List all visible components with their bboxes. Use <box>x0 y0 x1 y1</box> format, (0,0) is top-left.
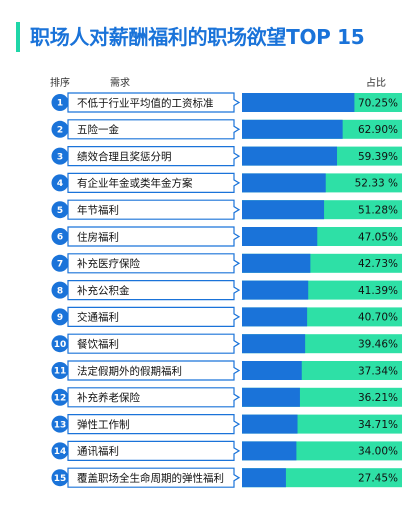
label-box <box>67 440 241 461</box>
value-label: 59.39% <box>358 151 398 163</box>
category-label: 五险一金 <box>77 123 119 136</box>
title-accent-bar <box>16 22 20 52</box>
category-label: 有企业年金或类年金方案 <box>77 177 193 190</box>
value-label: 52.33 % <box>355 178 398 190</box>
bar <box>242 200 325 220</box>
bar <box>242 387 300 407</box>
label-box <box>67 226 241 247</box>
label-box <box>67 280 241 301</box>
value-label: 37.34% <box>358 365 398 377</box>
rank-number: 6 <box>57 233 63 243</box>
rank-circle <box>51 388 69 406</box>
rank-number: 15 <box>54 474 67 484</box>
label-box <box>67 333 241 354</box>
bar <box>242 334 306 354</box>
bar <box>242 361 302 380</box>
rank-circle <box>51 147 69 165</box>
bar <box>242 119 343 139</box>
bar <box>242 93 355 112</box>
category-label: 覆盖职场全生命周期的弹性福利 <box>77 472 224 485</box>
bar <box>242 441 297 461</box>
value-label: 70.25% <box>358 97 398 109</box>
value-label: 41.39% <box>358 285 398 297</box>
category-label: 通讯福利 <box>77 445 119 458</box>
category-label: 补充公积金 <box>77 284 130 297</box>
header-demand: 需求 <box>110 78 130 89</box>
rank-circle <box>51 94 69 111</box>
value-label: 27.45% <box>358 473 398 485</box>
rank-number: 3 <box>57 152 63 162</box>
value-label: 42.73% <box>358 258 398 270</box>
bar <box>242 280 309 300</box>
bar <box>242 227 318 246</box>
rank-number: 8 <box>57 286 63 296</box>
label-box <box>67 119 241 140</box>
bar <box>242 307 308 327</box>
header-percentage: 占比 <box>366 78 386 89</box>
rank-circle <box>51 415 69 433</box>
category-label: 补充医疗保险 <box>77 257 140 270</box>
rank-number: 4 <box>57 179 63 189</box>
category-label: 餐饮福利 <box>77 338 119 351</box>
rank-number: 11 <box>54 367 67 377</box>
header-rank: 排序 <box>50 78 70 89</box>
chart-title: 职场人对薪酬福利的职场欲望TOP 15 <box>30 25 365 49</box>
value-label: 34.00% <box>358 446 398 458</box>
value-label: 62.90% <box>358 124 398 136</box>
rank-circle <box>51 469 69 487</box>
rank-number: 5 <box>57 206 63 216</box>
rank-number: 1 <box>57 99 63 109</box>
label-box <box>67 92 241 113</box>
category-label: 法定假期外的假期福利 <box>77 364 182 377</box>
label-box <box>67 306 241 327</box>
rank-circle <box>51 228 69 245</box>
rank-circle <box>51 201 69 219</box>
label-box <box>67 360 241 381</box>
bar <box>242 173 326 193</box>
rank-circle <box>51 442 69 460</box>
rank-number: 13 <box>54 420 67 430</box>
label-box <box>67 253 241 274</box>
rank-number: 14 <box>54 447 67 457</box>
rank-number: 2 <box>57 126 63 136</box>
label-box <box>67 467 241 488</box>
bar <box>242 468 286 488</box>
rank-circle <box>51 335 69 353</box>
category-label: 交通福利 <box>77 311 119 324</box>
label-box <box>67 199 241 220</box>
category-label: 不低于行业平均值的工资标准 <box>77 96 214 109</box>
rank-circle <box>51 174 69 192</box>
rank-circle <box>51 308 69 326</box>
category-label: 年节福利 <box>77 204 119 217</box>
rank-number: 7 <box>57 260 63 270</box>
rank-circle <box>51 281 69 299</box>
bar <box>242 146 338 166</box>
category-label: 补充养老保险 <box>77 391 140 404</box>
rank-circle <box>51 254 69 272</box>
bar <box>242 253 311 273</box>
rank-number: 12 <box>54 394 67 404</box>
category-label: 绩效合理且奖惩分明 <box>77 150 172 163</box>
rank-circle <box>51 120 69 138</box>
value-label: 36.21% <box>358 392 398 404</box>
value-label: 51.28% <box>358 205 398 217</box>
rank-circle <box>51 362 69 379</box>
category-label: 住房福利 <box>77 230 119 243</box>
rank-number: 10 <box>54 340 67 350</box>
bar <box>242 414 298 434</box>
value-label: 39.46% <box>358 339 398 351</box>
value-label: 34.71% <box>358 419 398 431</box>
value-label: 40.70% <box>358 312 398 324</box>
value-label: 47.05% <box>358 231 398 243</box>
label-box <box>67 387 241 408</box>
rank-number: 9 <box>57 313 63 323</box>
category-label: 弹性工作制 <box>77 418 130 431</box>
label-box <box>67 146 241 167</box>
label-box <box>67 172 241 193</box>
label-box <box>67 414 241 435</box>
